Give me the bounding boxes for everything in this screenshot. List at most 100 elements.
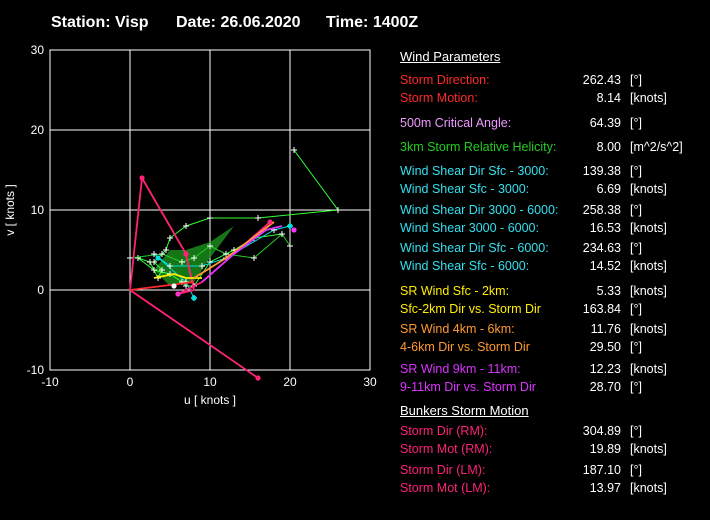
param-row: Wind Shear 3000 - 6000: 16.53 [knots] (400, 221, 700, 239)
series-marker (207, 215, 213, 221)
series-marker (167, 235, 173, 241)
station-label: Station: Visp (51, 14, 149, 31)
time-label: Time: 1400Z (326, 14, 419, 31)
param-label: Wind Shear Sfc - 3000: (400, 182, 530, 196)
param-unit: [knots] (630, 91, 667, 105)
data-point (183, 251, 189, 257)
bunkers-unit: [°] (630, 463, 642, 477)
bunkers-label: Storm Dir (LM): (400, 463, 486, 477)
param-unit: [°] (630, 203, 642, 217)
param-value: 6.69 (596, 182, 621, 196)
param-row: SR Wind Sfc - 2km: 5.33 [knots] (400, 284, 700, 302)
param-value: 234.63 (582, 241, 621, 255)
x-tick-label: -10 (41, 375, 59, 389)
bunkers-value: 19.89 (589, 442, 621, 456)
param-label: SR Wind 9km - 11km: (400, 362, 521, 376)
param-value: 14.52 (589, 259, 621, 273)
x-axis-label: u [ knots ] (184, 393, 236, 407)
data-point (139, 175, 145, 181)
param-value: 29.50 (589, 340, 621, 354)
series-marker (151, 251, 157, 257)
series-marker (279, 231, 285, 237)
data-point (171, 283, 177, 289)
series-marker (127, 255, 133, 261)
series-marker (251, 255, 257, 261)
series-marker (167, 263, 173, 269)
param-value: 12.23 (589, 362, 621, 376)
param-label: 3km Storm Relative Helicity: (400, 140, 557, 154)
series-marker (207, 243, 213, 249)
date-label: Date: 26.06.2020 (176, 14, 301, 31)
wind-parameters-title: Wind Parameters (400, 49, 501, 64)
plot-frame (49, 49, 371, 371)
y-tick-label: 20 (31, 123, 45, 137)
data-point (155, 255, 161, 261)
x-tick-label: 0 (127, 375, 134, 389)
data-point (291, 227, 297, 233)
bunkers-value: 304.89 (582, 424, 621, 438)
param-row: Wind Shear Sfc - 6000: 14.52 [knots] (400, 259, 700, 277)
param-row: 500m Critical Angle: 64.39 [°] (400, 116, 700, 134)
param-row: Storm Motion: 8.14 [knots] (400, 91, 700, 109)
bunkers-value: 187.10 (582, 463, 621, 477)
param-label: Wind Shear Dir Sfc - 6000: (400, 241, 549, 255)
x-tick-label: 30 (363, 375, 377, 389)
series-line (201, 225, 283, 283)
data-point (191, 295, 197, 301)
series-marker (159, 267, 165, 273)
y-tick-label: -10 (27, 363, 45, 377)
series-line (153, 273, 202, 279)
bunkers-value: 13.97 (589, 481, 621, 495)
param-row: 3km Storm Relative Helicity: 8.00 [m^2/s^2… (400, 140, 700, 158)
y-tick-label: 0 (37, 283, 44, 297)
param-unit: [knots] (630, 182, 667, 196)
series-marker (183, 223, 189, 229)
param-unit: [°] (630, 116, 642, 130)
bunkers-row: Storm Dir (LM): 187.10 [°] (400, 463, 700, 481)
param-unit: [knots] (630, 284, 667, 298)
param-label: 4-6km Dir vs. Storm Dir (400, 340, 530, 354)
param-label: Storm Direction: (400, 73, 490, 87)
param-value: 8.14 (596, 91, 621, 105)
y-tick-label: 10 (31, 203, 45, 217)
param-row: SR Wind 4km - 6km: 11.76 [knots] (400, 322, 700, 340)
bunkers-unit: [knots] (630, 481, 667, 495)
bunkers-row: Storm Mot (RM): 19.89 [knots] (400, 442, 700, 460)
param-label: Wind Shear Sfc - 6000: (400, 259, 530, 273)
series-marker (335, 207, 341, 213)
param-row: Wind Shear Dir Sfc - 6000: 234.63 [°] (400, 241, 700, 259)
param-label: Storm Motion: (400, 91, 478, 105)
param-unit: [°] (630, 380, 642, 394)
series-marker (255, 215, 261, 221)
param-label: Wind Shear Dir Sfc - 3000: (400, 164, 549, 178)
series-marker (291, 147, 297, 153)
param-label: Sfc-2km Dir vs. Storm Dir (400, 302, 541, 316)
x-tick-label: 10 (203, 375, 217, 389)
param-label: SR Wind Sfc - 2km: (400, 284, 510, 298)
y-axis-label: v [ knots ] (3, 184, 17, 235)
param-value: 8.00 (596, 140, 621, 154)
param-value: 28.70 (589, 380, 621, 394)
param-value: 16.53 (589, 221, 621, 235)
param-value: 258.38 (582, 203, 621, 217)
param-row: Wind Shear Dir 3000 - 6000: 258.38 [°] (400, 203, 700, 221)
bunkers-label: Storm Mot (LM): (400, 481, 491, 495)
bunkers-label: Storm Mot (RM): (400, 442, 493, 456)
param-unit: [m^2/s^2] (630, 140, 683, 154)
series-marker (191, 255, 197, 261)
bunkers-unit: [knots] (630, 442, 667, 456)
param-unit: [°] (630, 73, 642, 87)
param-label: Wind Shear Dir 3000 - 6000: (400, 203, 559, 217)
param-unit: [°] (630, 164, 642, 178)
param-unit: [knots] (630, 322, 667, 336)
data-point (175, 291, 181, 297)
param-row: 9-11km Dir vs. Storm Dir 28.70 [°] (400, 380, 700, 398)
bunkers-title: Bunkers Storm Motion (400, 403, 529, 418)
series-marker (151, 267, 157, 273)
param-value: 163.84 (582, 302, 621, 316)
param-unit: [knots] (630, 259, 667, 273)
series-line (193, 221, 275, 279)
param-unit: [°] (630, 302, 642, 316)
series-marker (199, 263, 205, 269)
